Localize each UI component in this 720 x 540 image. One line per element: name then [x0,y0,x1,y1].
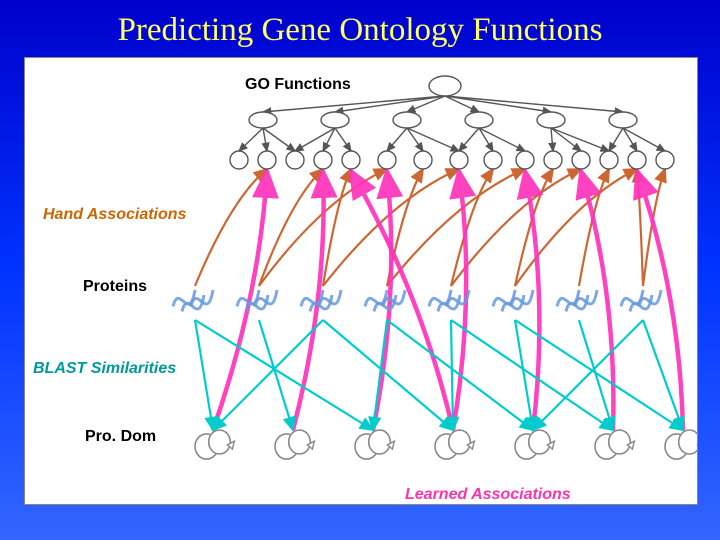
label-prodom: Pro. Dom [85,428,156,446]
label-go: GO Functions [245,76,351,94]
label-learned: Learned Associations [405,486,571,504]
diagram-panel: GO Functions Hand Associations Proteins … [24,57,698,505]
label-proteins: Proteins [83,278,147,296]
label-hand: Hand Associations [43,206,186,224]
label-blast: BLAST Similarities [33,360,176,378]
page-title: Predicting Gene Ontology Functions [0,0,720,57]
